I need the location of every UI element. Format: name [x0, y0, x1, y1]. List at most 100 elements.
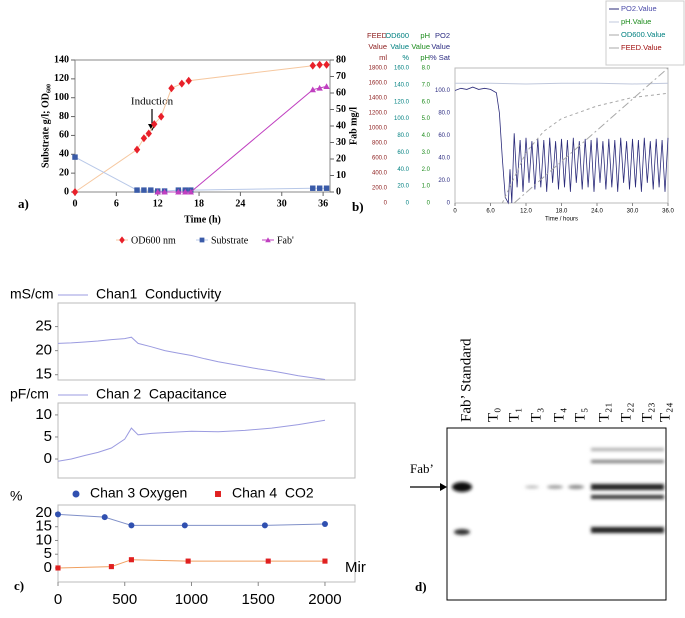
y-tick-label: 1800.0	[369, 66, 388, 72]
x-axis-label: Time (h)	[184, 214, 221, 225]
axis-unit: %	[402, 53, 409, 62]
y-tick-label: 140.0	[394, 82, 410, 88]
y-tick-label: 1.0	[422, 184, 431, 190]
x-tick-label: 0	[54, 591, 62, 608]
y-tick-label: 0	[447, 201, 451, 207]
x-tick-label: 0	[73, 198, 78, 209]
marker	[323, 185, 330, 191]
legend-label: OD600.Value	[621, 30, 665, 39]
y2-tick-label: 0	[336, 186, 341, 197]
marker	[168, 84, 175, 93]
marker	[71, 188, 79, 196]
marker	[323, 60, 330, 69]
x-axis-label: Mir	[345, 559, 366, 576]
gel-frame	[446, 427, 667, 601]
marker	[182, 188, 189, 195]
y-tick-label: 20	[35, 342, 52, 359]
y-tick-label: 20.0	[438, 178, 450, 184]
marker-arrowhead	[440, 483, 447, 491]
legend-label: PO2.Value	[621, 4, 657, 13]
y2-tick-label: 30	[336, 137, 346, 148]
marker	[265, 237, 271, 243]
series-line	[57, 559, 325, 569]
marker	[316, 185, 323, 191]
y-tick-label: 40.0	[438, 156, 450, 162]
y2-tick-label: 10	[336, 170, 346, 181]
plot-frame	[74, 59, 331, 193]
y-tick-label: 10	[35, 406, 52, 423]
y2-tick-label: 50	[336, 104, 346, 115]
y-tick-label: 2.0	[422, 167, 431, 173]
axis-unit: ml	[379, 53, 387, 62]
y2-axis-label: Fab mg/l	[348, 107, 359, 145]
y-tick-label: 5	[44, 428, 52, 445]
marker	[309, 86, 316, 93]
series-line	[57, 336, 326, 380]
marker	[128, 557, 134, 563]
marker	[145, 129, 152, 138]
y2-tick-label: 40	[336, 120, 346, 131]
marker	[261, 522, 268, 529]
y-tick-label: 80	[59, 111, 69, 122]
marker-label: Fab’	[410, 461, 434, 476]
y-tick-label: 4.0	[422, 133, 431, 139]
marker	[161, 188, 168, 195]
series-line	[454, 86, 669, 205]
axis-quantity: Value	[431, 42, 450, 51]
y-tick-label: 0	[64, 186, 69, 197]
marker	[55, 565, 61, 571]
lane-label: T₂₁	[596, 402, 612, 422]
legend-label: Chan 3 Oxygen	[90, 485, 187, 501]
y-tick-label: 7.0	[422, 82, 431, 88]
y-tick-label: 600.0	[372, 156, 388, 162]
y-tick-label: 6.0	[422, 99, 431, 105]
lane-label: T₁	[506, 408, 522, 422]
y-tick-label: 8.0	[422, 66, 431, 72]
axis-name: pH	[420, 31, 430, 40]
marker	[316, 60, 323, 69]
x-tick-label: 6	[114, 198, 119, 209]
marker	[55, 511, 61, 518]
lane-label: T₀	[485, 408, 501, 422]
annotation: Induction	[131, 96, 174, 108]
x-tick-label: 24	[235, 198, 245, 209]
y-tick-label: 0	[427, 201, 431, 207]
panel-label: a)	[18, 196, 29, 211]
y-tick-label: 100.0	[435, 88, 451, 94]
marker	[199, 237, 205, 243]
y-tick-label: 60.0	[438, 133, 450, 139]
series-line	[501, 92, 669, 204]
unit-label: pF/cm	[10, 386, 49, 402]
x-tick-label: 12.0	[520, 209, 532, 215]
y-tick-label: 0	[406, 201, 410, 207]
y-tick-label: 1600.0	[369, 81, 388, 87]
axis-unit: % Sat	[430, 53, 451, 62]
series-line	[157, 85, 327, 193]
marker	[148, 187, 154, 193]
marker	[175, 188, 182, 195]
y-tick-label: 200.0	[372, 186, 388, 192]
marker	[141, 187, 147, 193]
marker	[322, 558, 328, 564]
x-tick-label: 18.0	[556, 209, 568, 215]
series-line	[513, 67, 669, 204]
gel: Fab’ d) Fab’ Standard T₀ T₁ T₃ T₄ T₅ T₂₁ T₂₂ T₂₃…	[410, 338, 673, 601]
legend-label: Chan 4 CO2	[232, 485, 314, 501]
lane-label: T₂₄	[657, 402, 673, 422]
legend-label: pH.Value	[621, 17, 651, 26]
axis-name: PO2	[435, 31, 450, 40]
y-tick-label: 120.0	[394, 99, 410, 105]
x-tick-label: 2000	[308, 591, 341, 608]
plot-frame	[57, 402, 356, 479]
axis-unit: pH	[420, 53, 430, 62]
x-axis-label: Time / hours	[545, 217, 578, 223]
y-axis-label: Substrate g/l; OD₆₀₀	[40, 84, 51, 168]
y-tick-label: 160.0	[394, 66, 410, 72]
y-tick-label: 20.0	[397, 184, 409, 190]
lane-label: T₂₃	[639, 402, 655, 422]
legend-label: Fab'	[277, 235, 294, 246]
marker	[215, 491, 221, 497]
channel-name: Chan 2 Capacitance	[96, 386, 227, 402]
plot-frame	[57, 302, 356, 381]
x-tick-label: 30	[277, 198, 287, 209]
